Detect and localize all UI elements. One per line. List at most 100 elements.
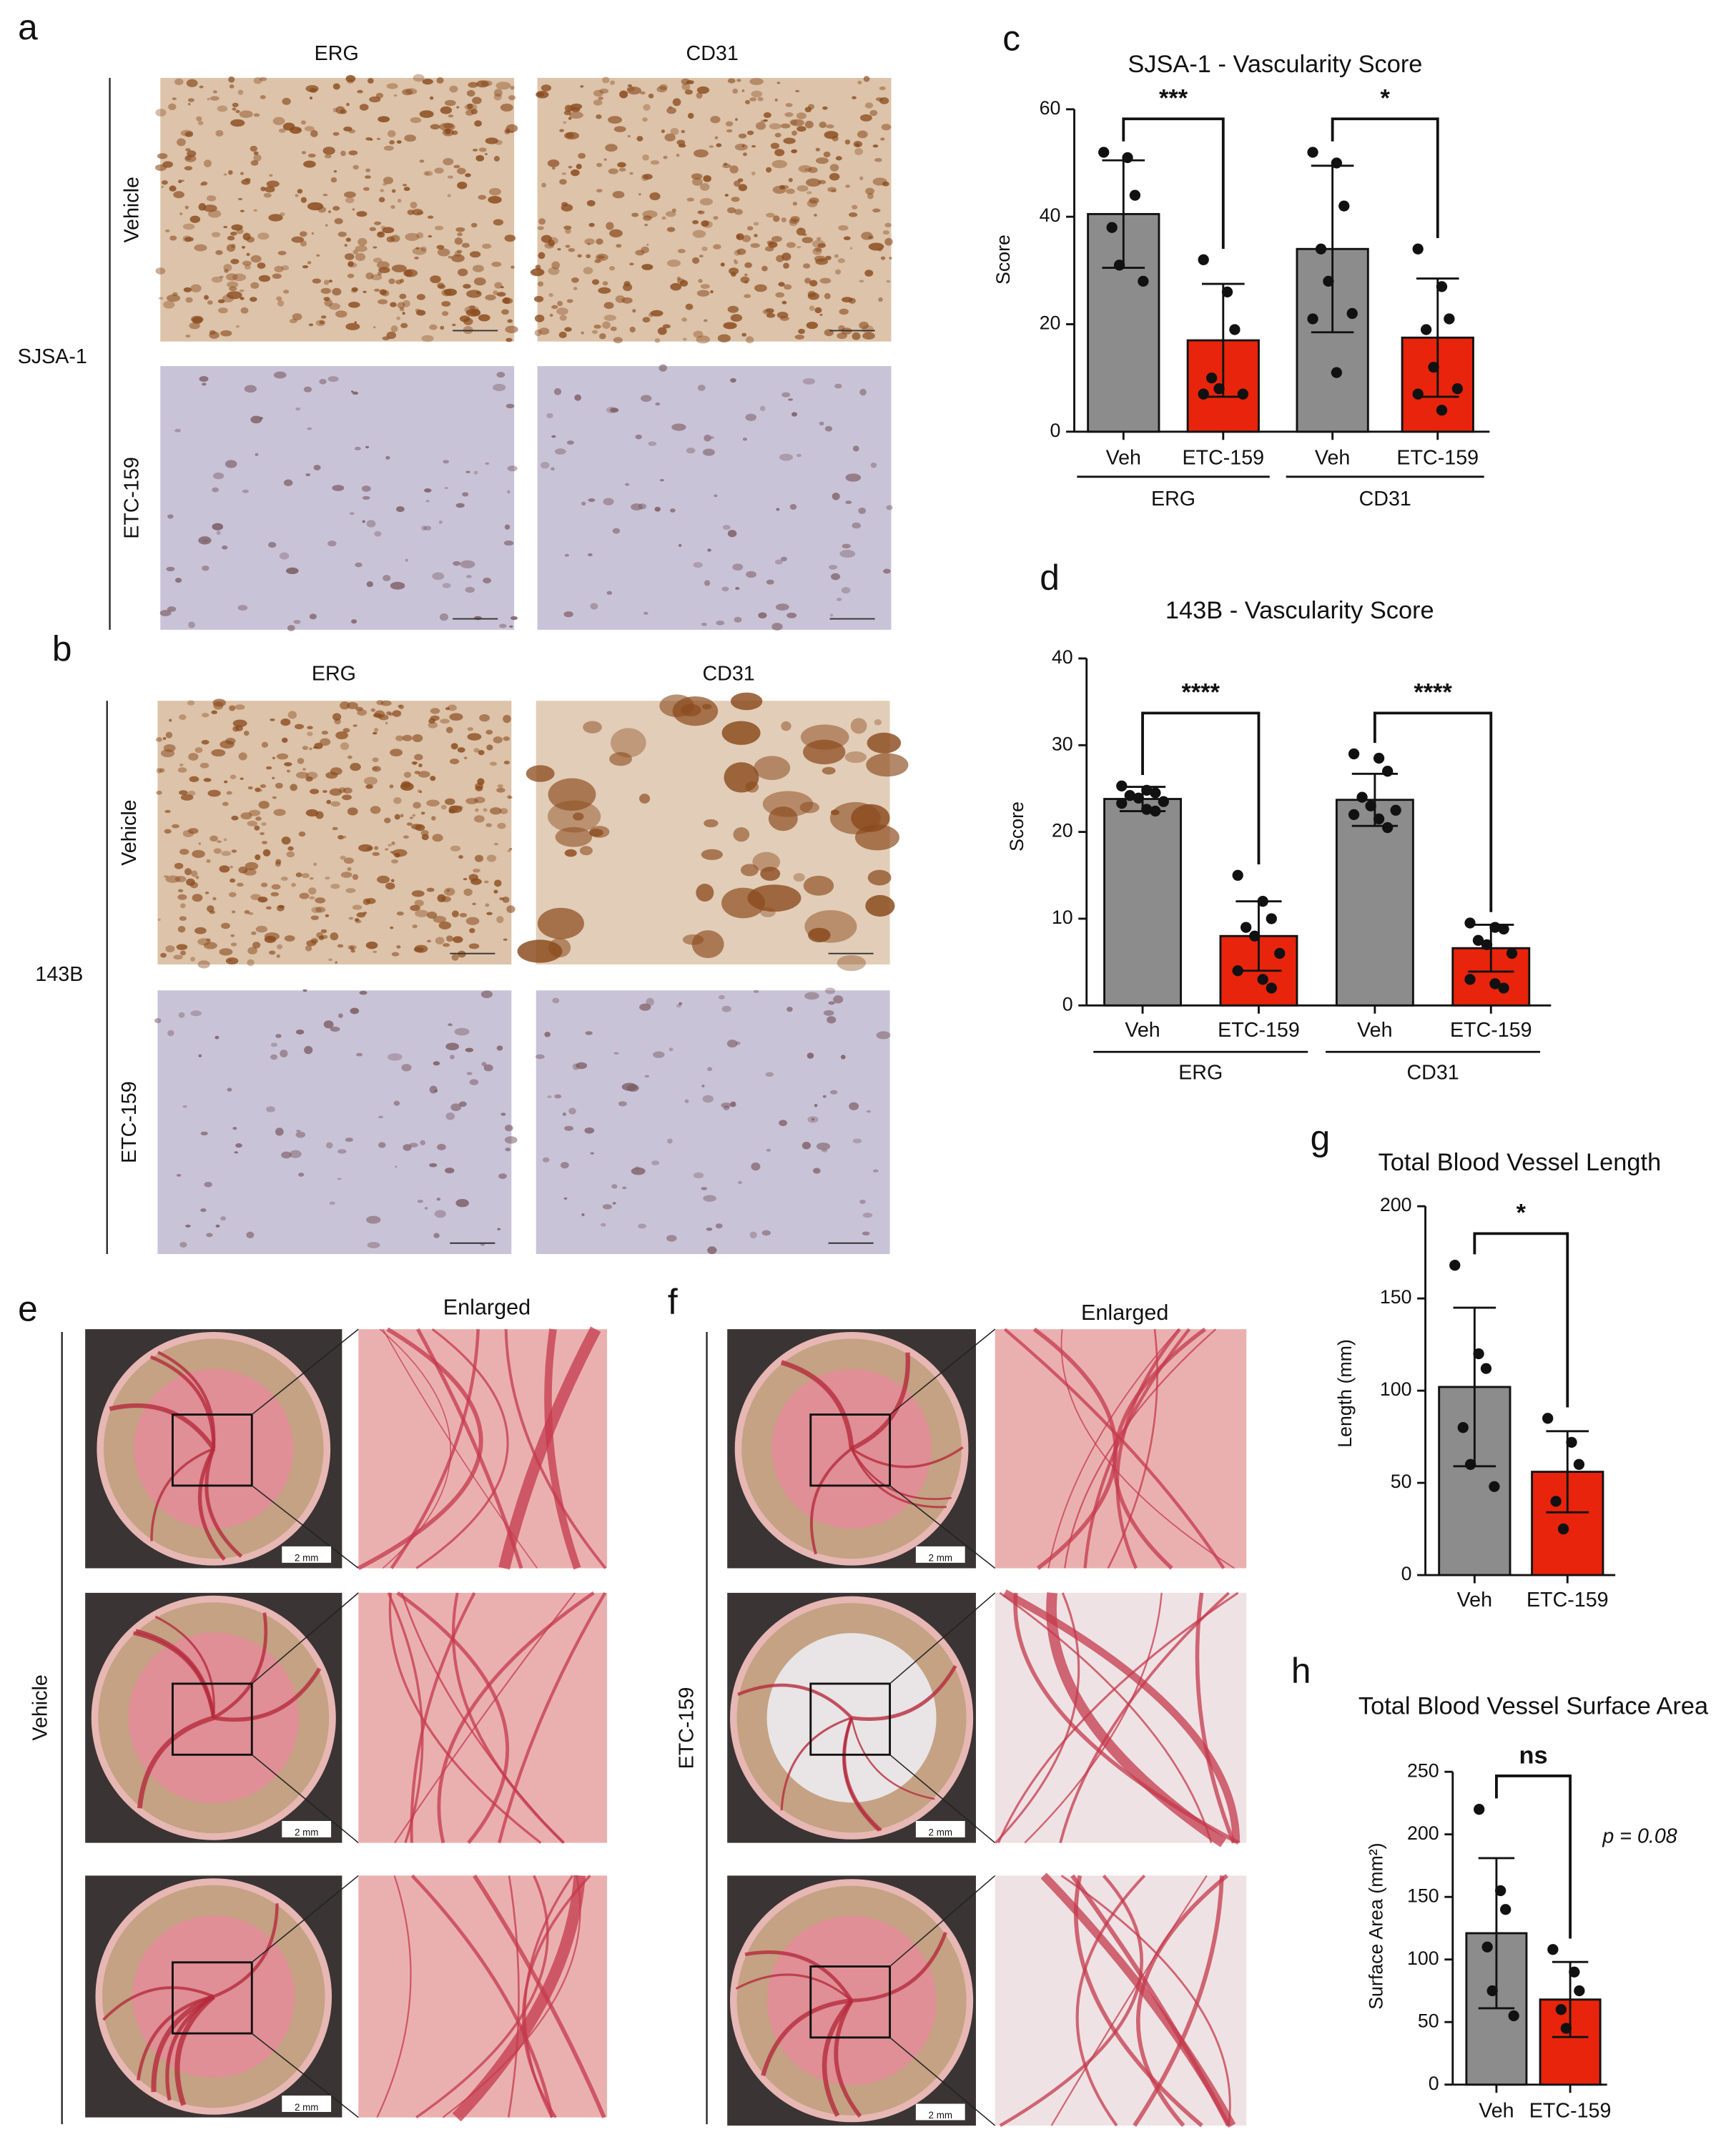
stain <box>852 445 859 452</box>
stain <box>714 136 719 139</box>
stain <box>760 867 781 881</box>
stain <box>397 302 405 309</box>
stain <box>240 172 245 175</box>
stain <box>269 174 273 177</box>
cam-photo: 2 mm <box>85 1592 359 1844</box>
stain <box>391 952 400 957</box>
stain <box>307 427 312 430</box>
stain <box>580 85 584 88</box>
stain <box>750 242 760 248</box>
stain <box>593 99 603 106</box>
vessel <box>174 1994 216 2106</box>
stain <box>232 273 247 282</box>
stain <box>746 130 754 135</box>
stain <box>730 314 743 322</box>
stain <box>315 897 326 904</box>
stain <box>789 218 799 224</box>
stain <box>734 259 737 262</box>
stain <box>555 826 593 847</box>
vessel <box>136 1995 214 2081</box>
stain <box>808 927 831 942</box>
vessel <box>150 1447 214 1541</box>
stain <box>622 1186 627 1190</box>
row-label: ETC-159 <box>121 457 144 539</box>
stain <box>399 307 405 312</box>
stain <box>457 167 466 174</box>
stain <box>232 719 247 728</box>
stain <box>416 294 425 300</box>
stain <box>598 97 604 101</box>
stain <box>378 714 389 721</box>
stain <box>776 82 781 84</box>
stain <box>631 1167 646 1175</box>
stain <box>459 912 468 918</box>
stain <box>345 74 356 83</box>
stain <box>455 227 465 232</box>
stain <box>761 1230 771 1236</box>
stain <box>644 1075 650 1078</box>
stain <box>255 788 262 793</box>
panel-letter: e <box>18 1288 38 1328</box>
stain <box>185 334 191 338</box>
stain <box>420 1140 425 1146</box>
vessel <box>1047 1328 1180 1569</box>
stain <box>383 145 394 151</box>
stain <box>330 884 340 889</box>
stain <box>537 281 544 287</box>
data-point <box>1420 324 1432 335</box>
stain <box>433 1233 440 1238</box>
stain <box>192 317 203 324</box>
stain <box>702 220 713 229</box>
stain <box>507 319 513 323</box>
stain <box>272 756 276 759</box>
stain <box>676 1004 681 1008</box>
vessel <box>376 1875 412 2118</box>
stain <box>188 621 195 628</box>
stain <box>765 1072 774 1077</box>
stain <box>180 129 193 137</box>
stain <box>616 244 622 248</box>
stain <box>812 1117 815 1121</box>
stain <box>350 763 361 771</box>
stain <box>449 85 458 93</box>
stain <box>602 76 610 84</box>
vessel <box>437 1591 595 1844</box>
stain <box>730 377 736 383</box>
stain <box>735 587 740 590</box>
y-tick-label: 40 <box>1040 204 1061 226</box>
stain <box>698 279 703 283</box>
stain <box>167 514 174 519</box>
data-point <box>1315 243 1327 255</box>
stain <box>303 160 316 168</box>
stain <box>621 1082 638 1091</box>
stain <box>699 197 713 206</box>
stain <box>313 465 321 470</box>
data-point <box>1213 383 1225 395</box>
stain <box>188 103 191 106</box>
stain <box>571 277 579 283</box>
stain <box>835 156 842 161</box>
stain <box>363 187 370 191</box>
stain <box>704 580 711 586</box>
stain <box>242 260 252 266</box>
stain <box>840 1055 846 1060</box>
stain <box>164 809 171 814</box>
stain <box>718 994 725 1000</box>
stain <box>691 177 703 186</box>
data-point <box>1141 784 1153 796</box>
stain <box>418 763 423 768</box>
stain <box>547 1095 552 1098</box>
stain <box>410 904 420 912</box>
stain <box>491 262 502 267</box>
stain <box>266 180 280 188</box>
stain <box>506 905 516 913</box>
stain <box>250 415 262 424</box>
stain <box>792 202 798 206</box>
stain <box>400 782 414 791</box>
stain <box>309 877 314 880</box>
chart-title: Total Blood Vessel Surface Area <box>1358 1692 1709 1719</box>
stain <box>330 177 337 183</box>
stain <box>504 1136 518 1144</box>
stain <box>345 237 351 242</box>
stain <box>259 76 267 82</box>
